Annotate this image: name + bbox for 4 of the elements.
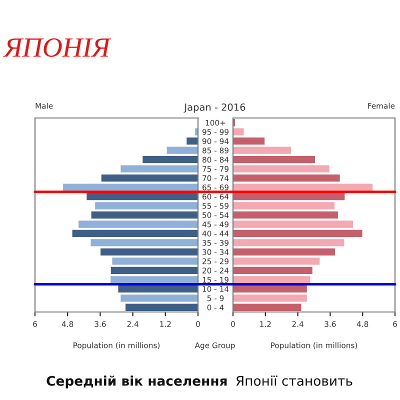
chart-title: ЯПОНІЯ [3,38,112,57]
chart-subtitle: Japan - 2016 [184,103,246,113]
text: Середній вік населення [46,376,227,388]
text: Японії становить [236,376,352,386]
